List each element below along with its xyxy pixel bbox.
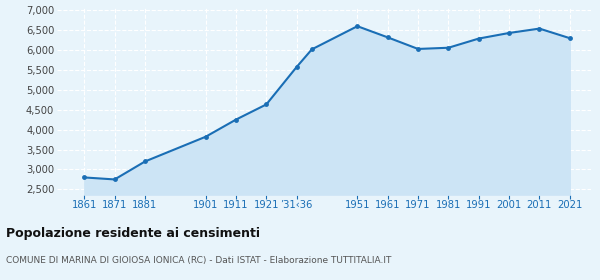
Text: COMUNE DI MARINA DI GIOIOSA IONICA (RC) - Dati ISTAT - Elaborazione TUTTITALIA.I: COMUNE DI MARINA DI GIOIOSA IONICA (RC) …: [6, 256, 391, 265]
Text: Popolazione residente ai censimenti: Popolazione residente ai censimenti: [6, 227, 260, 240]
